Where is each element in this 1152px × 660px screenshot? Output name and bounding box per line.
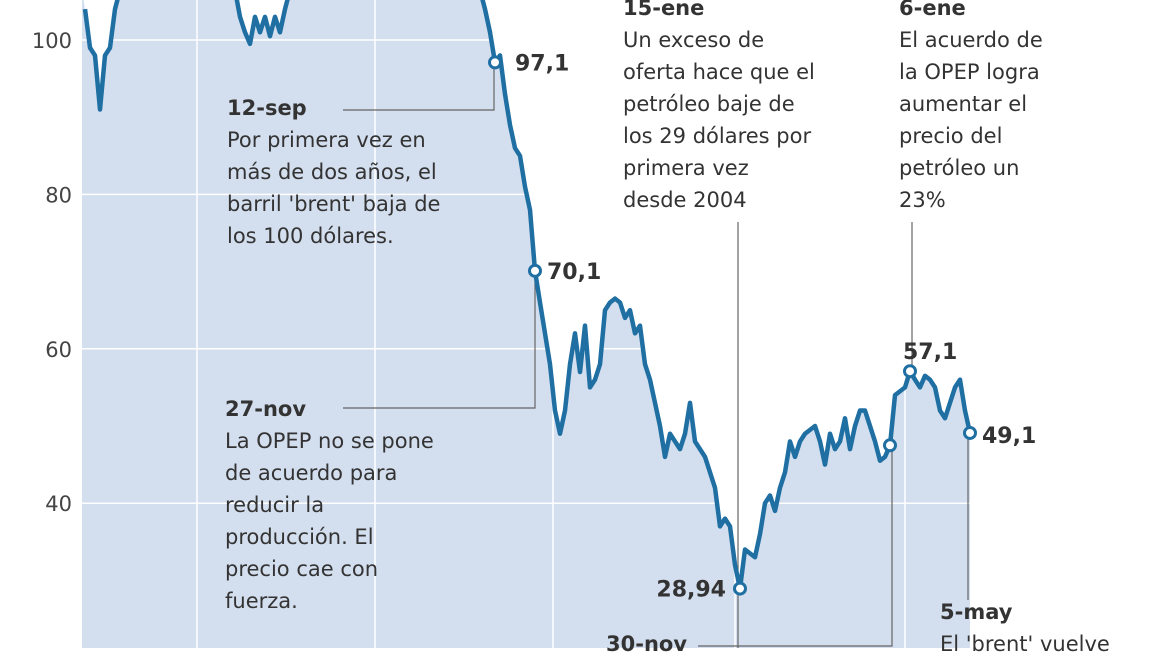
annotation-line: primera vez xyxy=(623,156,749,180)
price-line xyxy=(82,0,973,591)
annotation-line: reducir la xyxy=(225,493,325,517)
y-tick-label: 100 xyxy=(32,29,72,53)
data-point-marker xyxy=(733,581,747,596)
annotation-line: los 100 dólares. xyxy=(227,224,394,248)
annotation-line: Un exceso de xyxy=(623,28,765,52)
annotation-15-ene: 15-ene Un exceso de oferta hace que el p… xyxy=(623,0,815,216)
annotation-date: 5-may xyxy=(940,600,1013,624)
data-point-marker xyxy=(903,364,917,379)
y-tick-label: 60 xyxy=(45,338,72,362)
annotation-leader-line xyxy=(698,442,893,647)
annotation-line: producción. El xyxy=(225,525,374,549)
area-above-line xyxy=(83,0,970,589)
annotation-line: los 29 dólares por xyxy=(623,124,812,148)
annotation-line: precio del xyxy=(899,124,1003,148)
annotation-line: petróleo baje de xyxy=(623,92,795,116)
annotation-line: El acuerdo de xyxy=(899,28,1043,52)
annotation-line: El 'brent' vuelve xyxy=(940,632,1110,656)
data-point-label: 57,1 xyxy=(903,340,957,365)
data-point-label: 49,1 xyxy=(982,424,1036,449)
annotation-date: 30-nov xyxy=(606,632,688,656)
annotation-6-ene: 6-ene El acuerdo de la OPEP logra aument… xyxy=(899,0,1043,216)
annotation-date: 27-nov xyxy=(225,397,307,421)
data-point-marker xyxy=(883,438,897,453)
annotation-5-may: 5-may El 'brent' vuelve xyxy=(940,596,1110,660)
annotation-line: 23% xyxy=(899,188,946,212)
annotation-leader-line xyxy=(343,62,495,111)
annotation-date: 15-ene xyxy=(623,0,705,20)
y-tick-label: 40 xyxy=(45,492,72,516)
annotation-line: precio cae con xyxy=(225,557,379,581)
annotation-line: más de dos años, el xyxy=(227,160,437,184)
annotation-line: aumentar el xyxy=(899,92,1028,116)
annotation-date: 12-sep xyxy=(227,96,307,120)
annotation-leader-line xyxy=(343,255,536,409)
annotation-line: fuerza. xyxy=(225,589,298,613)
annotation-line: oferta hace que el xyxy=(623,60,815,84)
y-tick-label: 80 xyxy=(45,183,72,207)
annotation-27-nov: 27-nov La OPEP no se pone de acuerdo par… xyxy=(225,393,434,617)
data-point-label: 70,1 xyxy=(547,260,601,285)
data-point-label: 97,1 xyxy=(515,51,569,76)
data-point-marker xyxy=(963,425,977,440)
annotation-line: barril 'brent' baja de xyxy=(227,192,441,216)
annotation-line: desde 2004 xyxy=(623,188,747,212)
annotation-line: petróleo un xyxy=(899,156,1020,180)
annotation-12-sep: 12-sep Por primera vez en más de dos año… xyxy=(227,92,440,252)
annotation-30-nov: 30-nov xyxy=(606,628,687,660)
area-right xyxy=(970,0,1152,648)
data-point-label: 28,94 xyxy=(656,578,726,603)
annotation-line: la OPEP logra xyxy=(899,60,1040,84)
data-point-marker xyxy=(528,263,542,278)
annotation-line: La OPEP no se pone xyxy=(225,429,434,453)
annotation-line: Por primera vez en xyxy=(227,128,426,152)
annotation-line: de acuerdo para xyxy=(225,461,398,485)
annotation-date: 6-ene xyxy=(899,0,966,20)
data-point-marker xyxy=(488,55,502,70)
